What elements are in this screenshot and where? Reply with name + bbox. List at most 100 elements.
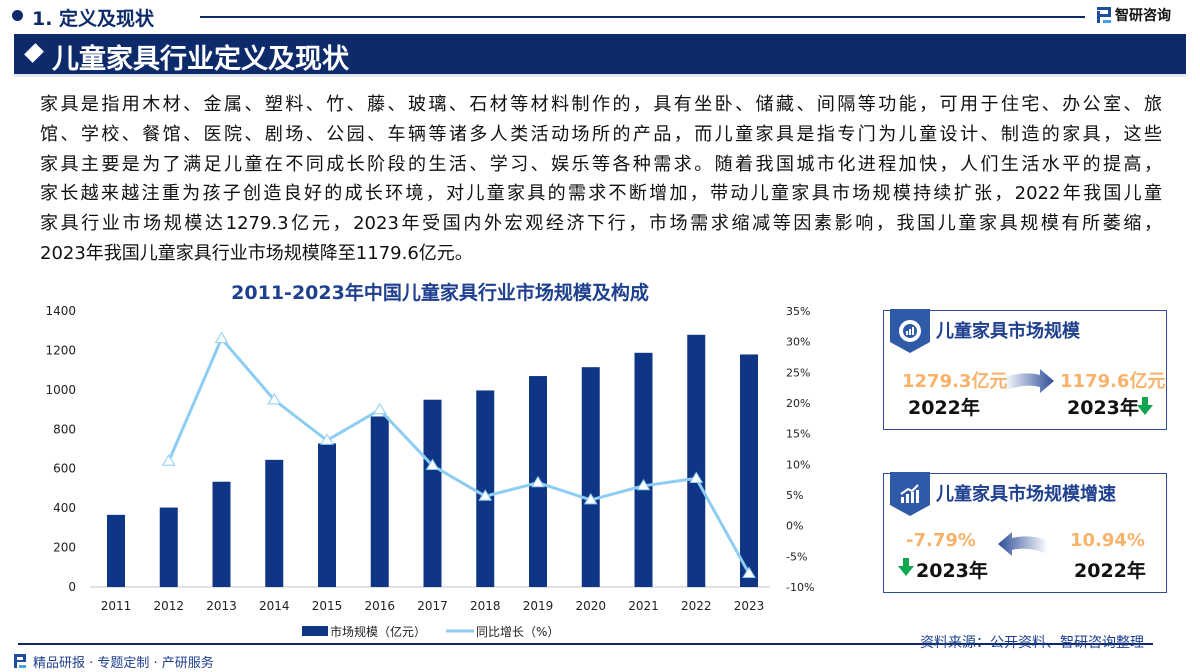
page-title: 儿童家具行业定义及现状 xyxy=(52,44,349,75)
growth-rate-card: 儿童家具市场规模增速 -7.79% 2023年 10.94% 2022年 xyxy=(883,472,1167,593)
diamond-icon xyxy=(24,43,44,63)
value-2023: 1179.6亿元 xyxy=(1060,371,1166,392)
x-tick-label: 2017 xyxy=(417,599,448,613)
y2-tick-label: 15% xyxy=(786,428,810,441)
x-tick-label: 2011 xyxy=(101,599,132,613)
y2-tick-label: 25% xyxy=(786,366,810,379)
card-title: 儿童家具市场规模 xyxy=(936,321,1080,342)
growth-point xyxy=(320,433,334,445)
y2-tick-label: -10% xyxy=(786,581,814,594)
bar xyxy=(212,481,231,587)
right-arrow-icon xyxy=(1004,369,1054,393)
y-tick-label: 600 xyxy=(53,462,76,476)
section-divider xyxy=(200,16,1085,18)
paragraph-line: 2023年我国儿童家具行业市场规模降至1179.6亿元。 xyxy=(40,242,473,264)
y2-tick-label: -5% xyxy=(786,550,807,563)
x-tick-label: 2015 xyxy=(312,599,343,613)
paragraph-line: 家长越来越注重为孩子创造良好的成长环境，对儿童家具的需求不断增加，带动儿童家具市… xyxy=(40,183,1162,205)
market-size-chart: 0 200 400 600 800 1000 1200 1400 -10% -5% 0% 5% 10% 1… xyxy=(45,304,814,639)
down-arrow-icon xyxy=(898,558,914,576)
source-note: 资料来源：公开资料、智研咨询整理 xyxy=(920,635,1144,651)
section-bullet xyxy=(12,10,23,21)
paragraph-line: 家具主要是为了满足儿童在不同成长阶段的生活、学习、娱乐等各种需求。随着我国城市化… xyxy=(40,153,1162,175)
growth-point xyxy=(742,566,756,578)
left-arrow-icon xyxy=(998,532,1048,556)
bar xyxy=(740,354,758,587)
bar xyxy=(476,390,495,587)
growth-point xyxy=(372,402,387,415)
y-tick-label: 0 xyxy=(68,580,76,594)
market-size-card: 儿童家具市场规模 1279.3亿元 2022年 1179.6亿元 2023年 xyxy=(883,309,1167,430)
growth-point xyxy=(636,478,651,491)
brand-logo: 智研咨询 xyxy=(1097,5,1171,25)
chart-title: 2011-2023年中国儿童家具行业市场规模及构成 xyxy=(231,282,649,304)
logo-icon xyxy=(1097,7,1111,23)
growth-point xyxy=(214,331,229,344)
growth-2023: -7.79% xyxy=(906,530,976,551)
x-tick-label: 2021 xyxy=(628,599,659,613)
growth-line xyxy=(167,335,751,575)
y2-tick-label: 35% xyxy=(786,305,810,318)
paragraph-line: 家具是指用木材、金属、塑料、竹、藤、玻璃、石材等材料制作的，具有坐卧、储藏、间隔… xyxy=(40,94,1162,115)
legend-label: 同比增长（%） xyxy=(476,625,559,639)
slogan-text: 精品研报 · 专题定制 · 产研服务 xyxy=(33,656,214,671)
y-tick-label: 1200 xyxy=(45,343,76,357)
bar xyxy=(370,416,389,587)
x-tick-label: 2022 xyxy=(681,599,712,613)
y-tick-label: 200 xyxy=(53,541,76,555)
bar xyxy=(687,334,706,587)
x-tick-label: 2014 xyxy=(259,599,290,613)
bar xyxy=(634,352,653,587)
brand-name: 智研咨询 xyxy=(1115,8,1171,24)
value-2022: 1279.3亿元 xyxy=(902,371,1008,392)
y-tick-label: 800 xyxy=(53,422,76,436)
x-tick-label: 2020 xyxy=(575,599,606,613)
bar xyxy=(423,399,442,587)
y2-tick-label: 0% xyxy=(786,520,803,533)
paragraph-line: 家具行业市场规模达1279.3亿元，2023年受国内外宏观经济下行，市场需求缩减… xyxy=(40,213,1162,235)
legend-label: 市场规模（亿元） xyxy=(330,624,426,639)
x-tick-label: 2013 xyxy=(206,599,237,613)
x-tick-label: 2018 xyxy=(470,599,501,613)
growth-point xyxy=(478,489,493,501)
y2-tick-label: 10% xyxy=(786,458,810,471)
growth-chart-icon xyxy=(890,472,930,516)
down-arrow-icon xyxy=(1137,397,1153,415)
y-tick-label: 1000 xyxy=(45,383,76,397)
year-2022: 2022年 xyxy=(1074,560,1146,582)
growth-point xyxy=(531,475,545,488)
y2-tick-label: 30% xyxy=(786,336,810,349)
growth-point xyxy=(583,492,598,505)
growth-2022: 10.94% xyxy=(1070,530,1145,551)
logo-icon xyxy=(14,653,28,670)
card-title: 儿童家具市场规模增速 xyxy=(936,484,1116,505)
year-2023: 2023年 xyxy=(1067,397,1139,419)
growth-point xyxy=(161,454,176,466)
x-tick-label: 2012 xyxy=(153,599,184,613)
section-title: 1. 定义及现状 xyxy=(32,8,155,30)
title-banner: 儿童家具行业定义及现状 xyxy=(14,34,1186,77)
bar xyxy=(159,507,178,587)
bar xyxy=(265,459,284,587)
x-tick-label: 2019 xyxy=(523,599,554,613)
y-tick-label: 400 xyxy=(53,501,76,515)
paragraph-line: 馆、学校、餐馆、医院、剧场、公园、车辆等诸多人类活动场所的产品，而儿童家具是指专… xyxy=(40,123,1162,145)
bar xyxy=(107,514,125,587)
bar xyxy=(318,443,336,587)
year-2022: 2022年 xyxy=(908,397,980,419)
pie-chart-icon xyxy=(890,309,930,353)
legend-bar-swatch xyxy=(302,626,328,636)
year-2023: 2023年 xyxy=(916,560,988,582)
x-tick-label: 2023 xyxy=(734,599,765,613)
growth-point xyxy=(689,471,704,483)
x-tick-label: 2016 xyxy=(364,599,395,613)
growth-point xyxy=(425,458,440,471)
description-paragraph: 家具是指用木材、金属、塑料、竹、藤、玻璃、石材等材料制作的，具有坐卧、储藏、间隔… xyxy=(40,90,1162,269)
y2-tick-label: 5% xyxy=(786,489,803,502)
y2-tick-label: 20% xyxy=(786,397,810,410)
footer-divider xyxy=(18,643,1153,645)
y-tick-label: 1400 xyxy=(45,304,76,318)
footer-slogan: 精品研报 · 专题定制 · 产研服务 xyxy=(14,652,214,671)
bar xyxy=(581,367,600,587)
growth-point xyxy=(267,392,282,405)
